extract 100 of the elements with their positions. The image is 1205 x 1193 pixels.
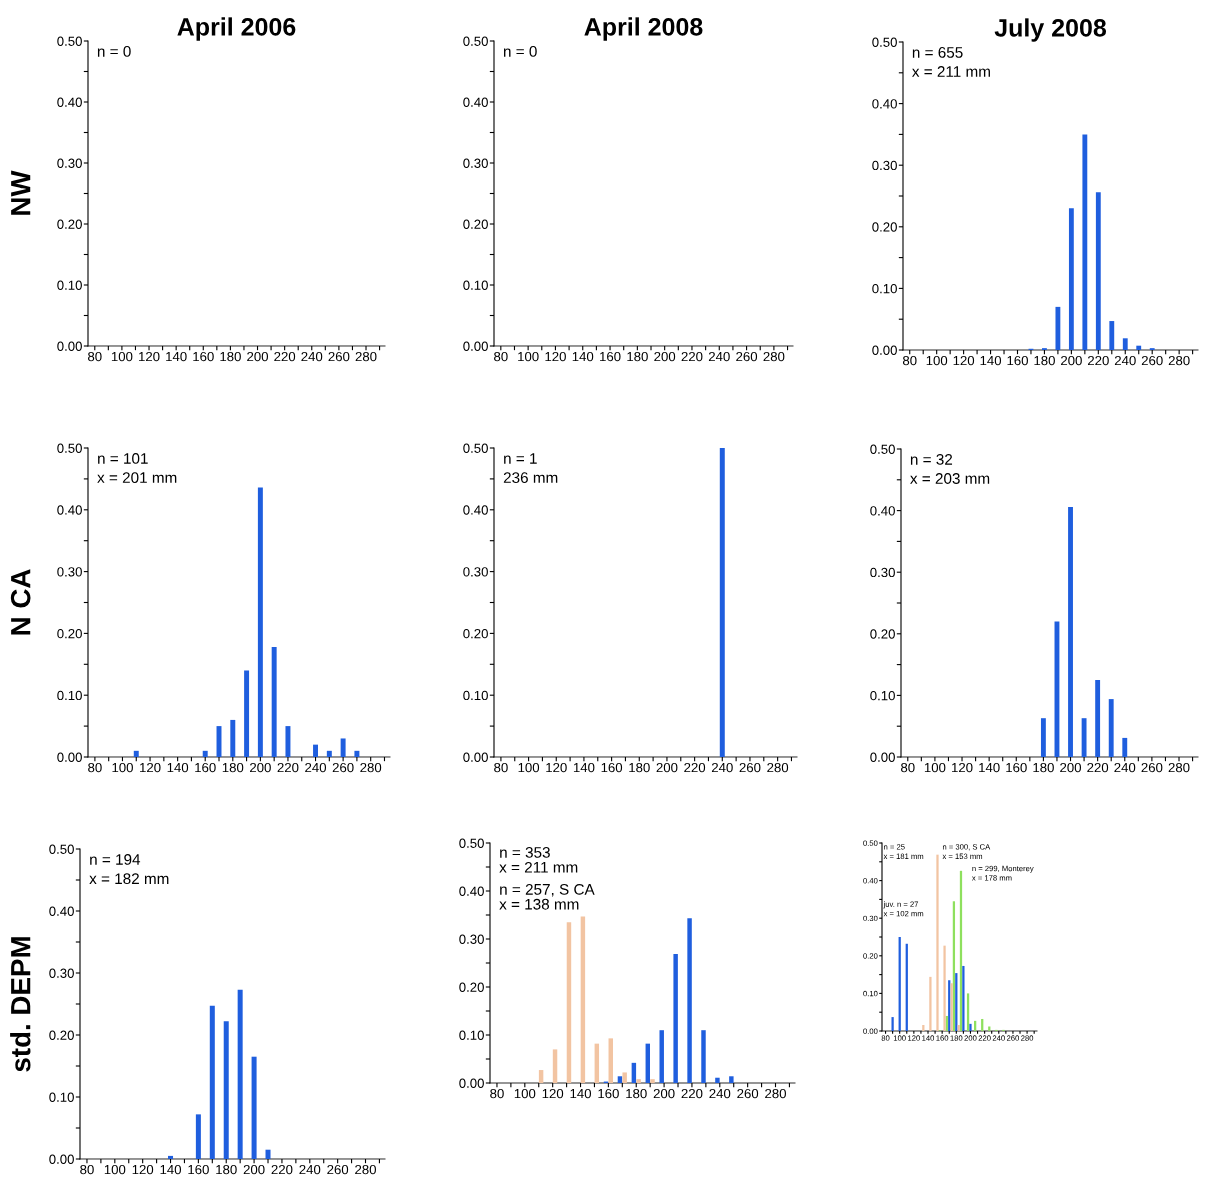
y-tick-label: 0.50 <box>57 36 82 46</box>
y-tick-label: 0.00 <box>57 341 82 351</box>
x-tick-label: 140 <box>570 1088 592 1099</box>
y-tick-label: 0.20 <box>57 628 82 639</box>
bar <box>1109 321 1115 350</box>
x-tick-label: 280 <box>763 351 785 362</box>
y-tick-label: 0.30 <box>463 567 488 577</box>
x-tick-label: 240 <box>711 762 733 773</box>
y-tick-label: 0.40 <box>872 99 897 109</box>
x-tick-label: 260 <box>328 351 350 362</box>
x-tick-label: 120 <box>140 762 161 773</box>
y-tick-label: 0.40 <box>49 906 74 916</box>
x-tick-label: 280 <box>767 762 789 773</box>
y-tick-label: 0.10 <box>459 1030 484 1040</box>
annotation: x = 201 mm <box>97 472 177 484</box>
bar <box>1122 338 1128 350</box>
bar <box>701 1030 706 1083</box>
x-tick-label: 240 <box>709 1088 731 1099</box>
bar <box>538 1070 544 1083</box>
x-tick-label: 240 <box>1114 355 1136 366</box>
bar <box>195 1114 201 1159</box>
annotation: n = 0 <box>97 45 131 57</box>
bar <box>1095 192 1101 350</box>
x-tick-label: 120 <box>953 355 975 366</box>
x-tick-label: 200 <box>1061 355 1082 366</box>
x-tick-label: 280 <box>360 762 382 773</box>
x-tick-label: 200 <box>654 351 676 362</box>
x-tick-label: 100 <box>926 355 948 366</box>
bar <box>1081 718 1087 757</box>
x-tick-label: 200 <box>250 762 271 773</box>
x-tick-label: 240 <box>299 1164 321 1175</box>
y-tick-label: 0.50 <box>459 838 484 848</box>
x-tick-label: 140 <box>160 1164 182 1175</box>
annotation: n = 1 <box>504 453 537 464</box>
annotation: n = 0 <box>503 45 537 57</box>
bar <box>636 1079 641 1083</box>
y-tick-label: 0.40 <box>870 506 895 516</box>
x-tick-label: 100 <box>518 351 539 362</box>
x-tick-label: 160 <box>195 762 216 773</box>
bar <box>1040 718 1046 757</box>
x-tick-label: 260 <box>332 762 354 773</box>
x-tick-label: 160 <box>1007 355 1028 366</box>
x-tick-label: 200 <box>1060 762 1082 773</box>
x-tick-label: 200 <box>653 1088 675 1099</box>
x-tick-label: 80 <box>88 351 102 362</box>
x-tick-label: 140 <box>572 351 594 362</box>
x-tick-label: 160 <box>1006 762 1027 773</box>
bar <box>223 1021 229 1159</box>
y-tick-label: 0.20 <box>49 1030 74 1040</box>
chart-title: July 2008 <box>994 18 1107 42</box>
y-tick-label: 0.40 <box>57 97 82 107</box>
bar <box>244 670 250 757</box>
x-tick-label: 260 <box>737 1088 759 1099</box>
y-tick-label: 0.10 <box>463 280 488 290</box>
x-tick-label: 280 <box>355 351 377 362</box>
y-tick-label: 0.00 <box>459 1078 484 1088</box>
bar <box>257 487 263 757</box>
y-tick-label: 0.30 <box>870 567 895 578</box>
y-tick-label: 0.30 <box>872 160 897 171</box>
bar <box>929 976 932 1031</box>
y-tick-label: 0.00 <box>463 341 488 351</box>
x-tick-label: 180 <box>1033 762 1054 773</box>
x-tick-label: 100 <box>924 762 946 773</box>
annotation: n = 655 <box>912 47 963 58</box>
annotation: x = 211 mm <box>912 66 990 77</box>
bar <box>1122 737 1128 757</box>
annotation: n = 101 <box>98 453 148 464</box>
bar <box>1136 345 1142 350</box>
bar <box>313 744 319 757</box>
bar <box>230 719 236 757</box>
y-tick-label: 0.50 <box>463 36 488 46</box>
x-tick-label: 100 <box>111 351 133 362</box>
y-axis-title: NW <box>11 170 31 215</box>
annotation: x = 211 mm <box>499 861 578 873</box>
y-tick-label: 0.10 <box>49 1092 74 1102</box>
annotation: x = 138 mm <box>499 898 579 910</box>
x-tick-label: 160 <box>188 1164 209 1175</box>
x-tick-label: 200 <box>243 1164 265 1175</box>
bar <box>237 989 243 1159</box>
x-tick-label: 140 <box>979 762 1000 773</box>
x-tick-label: 160 <box>600 351 621 362</box>
bar <box>687 918 692 1083</box>
x-tick-label: 180 <box>222 762 244 773</box>
bar <box>1082 134 1088 350</box>
x-tick-label: 180 <box>626 1088 647 1099</box>
x-tick-label: 280 <box>1168 762 1190 773</box>
y-tick-label: 0.50 <box>870 444 895 454</box>
bar <box>580 916 586 1083</box>
x-tick-label: 160 <box>193 351 214 362</box>
x-tick-label: 260 <box>736 351 758 362</box>
bar <box>608 1038 613 1083</box>
y-tick-label: 0.50 <box>872 37 897 47</box>
x-tick-label: 260 <box>327 1164 349 1175</box>
bar <box>969 1023 972 1031</box>
x-tick-label: 160 <box>598 1088 619 1099</box>
bar <box>943 945 946 1031</box>
annotation: x = 203 mm <box>910 473 990 484</box>
x-tick-label: 100 <box>514 1088 536 1099</box>
x-tick-label: 80 <box>902 355 917 366</box>
x-tick-label: 220 <box>681 1088 703 1099</box>
